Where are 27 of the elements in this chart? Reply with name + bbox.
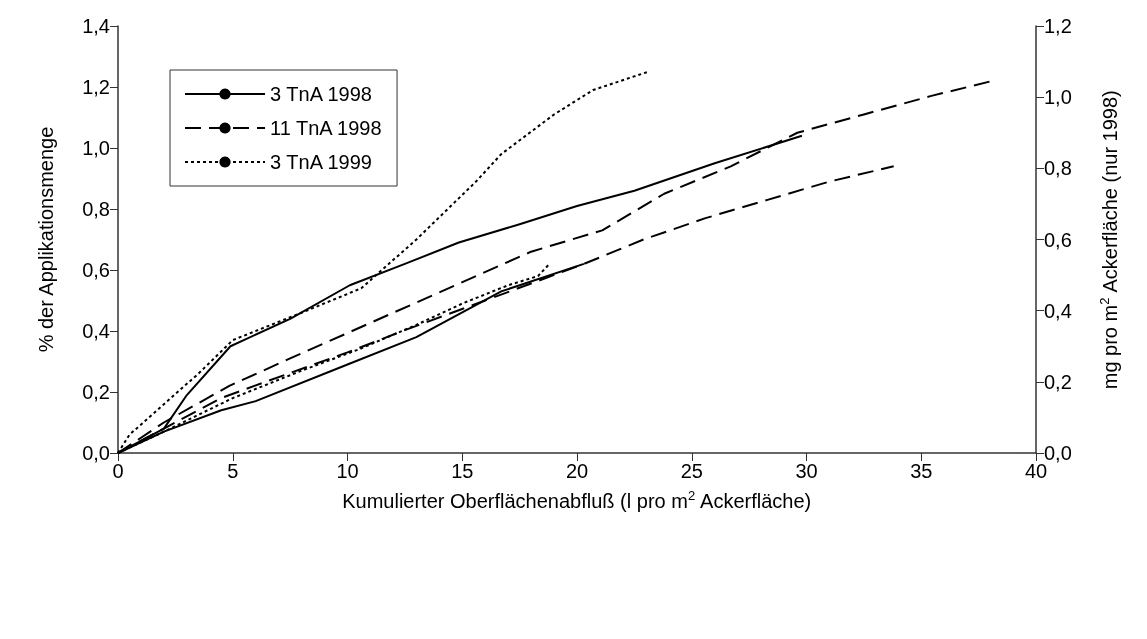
y2-tick-label: 0,6: [1044, 228, 1072, 251]
x-tick-label: 0: [112, 460, 124, 482]
legend-label: 3 TnA 1998: [270, 83, 372, 105]
y-tick-label: 0,8: [82, 198, 110, 220]
y-tick-label: 1,2: [82, 76, 110, 98]
y2-tick-label: 0,2: [1044, 370, 1072, 393]
y2-tick-label: 1,0: [1044, 86, 1072, 109]
y2-tick-label: 0,8: [1044, 157, 1072, 180]
y2-axis-title: mg pro m2 Ackerfläche (nur 1998): [1097, 90, 1121, 390]
x-tick-label: 10: [336, 460, 359, 482]
y2-tick-label: 1,2: [1044, 15, 1072, 37]
x-tick-label: 35: [910, 460, 933, 482]
y-tick-label: 0,6: [82, 259, 110, 281]
y2-tick-label: 0,4: [1044, 299, 1072, 322]
x-tick-label: 30: [795, 460, 818, 482]
y-tick-label: 0,0: [82, 442, 110, 464]
legend-label: 11 TnA 1998: [270, 117, 382, 139]
x-tick-label: 25: [680, 460, 703, 482]
x-tick-label: 5: [227, 460, 239, 482]
legend-label: 3 TnA 1999: [270, 151, 372, 173]
y-tick-label: 0,2: [82, 381, 110, 403]
x-tick-label: 15: [451, 460, 474, 482]
y-tick-label: 1,4: [82, 15, 110, 37]
y-axis-title: % der Applikationsmenge: [35, 126, 57, 353]
y-tick-label: 1,0: [82, 137, 110, 159]
y-tick-label: 0,4: [82, 320, 110, 342]
x-tick-label: 20: [565, 460, 589, 482]
